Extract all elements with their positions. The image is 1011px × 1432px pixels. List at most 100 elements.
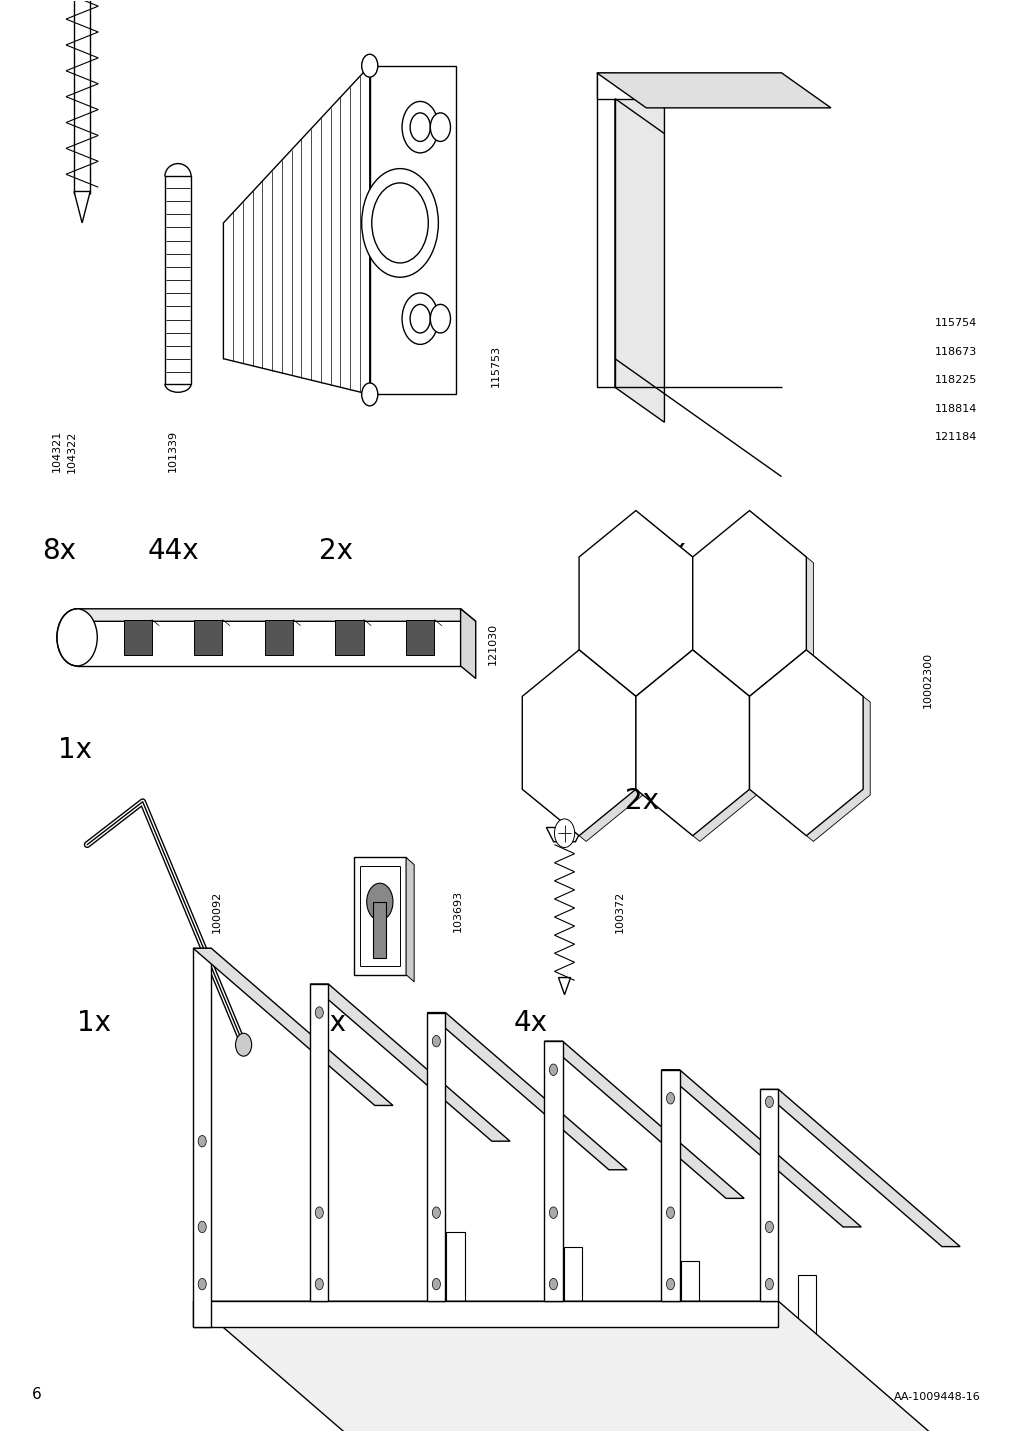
Polygon shape xyxy=(77,609,460,666)
Text: 103693: 103693 xyxy=(452,891,462,932)
Polygon shape xyxy=(585,517,699,702)
Polygon shape xyxy=(642,656,756,842)
Polygon shape xyxy=(427,1012,445,1302)
Text: 104321: 104321 xyxy=(52,430,62,473)
Text: 118814: 118814 xyxy=(934,404,977,414)
Text: 100372: 100372 xyxy=(615,891,625,932)
Polygon shape xyxy=(635,650,749,836)
Text: 118225: 118225 xyxy=(934,375,977,385)
Circle shape xyxy=(361,382,377,405)
Circle shape xyxy=(549,1207,557,1219)
Polygon shape xyxy=(544,1041,562,1302)
Circle shape xyxy=(666,1279,674,1290)
Polygon shape xyxy=(193,948,392,1106)
Circle shape xyxy=(430,113,450,142)
Text: AA-1009448-16: AA-1009448-16 xyxy=(893,1392,980,1402)
Polygon shape xyxy=(749,650,862,836)
Polygon shape xyxy=(193,1302,777,1327)
Circle shape xyxy=(361,54,377,77)
Circle shape xyxy=(409,305,430,334)
Circle shape xyxy=(401,102,438,153)
Text: 2x: 2x xyxy=(625,788,658,815)
Circle shape xyxy=(432,1207,440,1219)
Circle shape xyxy=(401,294,438,345)
Circle shape xyxy=(198,1221,206,1233)
Polygon shape xyxy=(578,511,692,696)
Circle shape xyxy=(409,113,430,142)
Circle shape xyxy=(315,1279,323,1290)
Polygon shape xyxy=(194,620,222,656)
Polygon shape xyxy=(77,609,475,621)
Polygon shape xyxy=(405,858,413,982)
Text: 2x: 2x xyxy=(312,1010,346,1037)
Polygon shape xyxy=(529,656,642,842)
Circle shape xyxy=(198,1279,206,1290)
Polygon shape xyxy=(123,620,152,656)
Polygon shape xyxy=(759,1090,777,1302)
Polygon shape xyxy=(193,948,211,1327)
Circle shape xyxy=(764,1095,772,1107)
Circle shape xyxy=(57,609,97,666)
Circle shape xyxy=(554,819,574,848)
Text: 100092: 100092 xyxy=(211,891,221,932)
Circle shape xyxy=(764,1279,772,1290)
Text: 2x: 2x xyxy=(652,537,685,566)
Polygon shape xyxy=(460,609,475,679)
Polygon shape xyxy=(405,620,434,656)
Text: 118673: 118673 xyxy=(934,347,977,357)
Polygon shape xyxy=(353,858,405,975)
Text: 1x: 1x xyxy=(58,736,92,765)
Polygon shape xyxy=(544,1041,743,1199)
Circle shape xyxy=(315,1207,323,1219)
Polygon shape xyxy=(522,650,635,836)
Polygon shape xyxy=(615,73,664,422)
Circle shape xyxy=(549,1279,557,1290)
Text: 10002300: 10002300 xyxy=(922,652,932,707)
Text: 2x: 2x xyxy=(319,537,353,566)
Circle shape xyxy=(549,1064,557,1075)
Text: 8x: 8x xyxy=(41,537,76,566)
Polygon shape xyxy=(661,1070,860,1227)
Polygon shape xyxy=(446,1233,464,1419)
Text: 4x: 4x xyxy=(514,1010,548,1037)
Polygon shape xyxy=(310,984,510,1141)
Text: 101339: 101339 xyxy=(168,430,178,473)
Polygon shape xyxy=(335,620,363,656)
Polygon shape xyxy=(165,176,191,384)
Polygon shape xyxy=(797,1274,815,1419)
Circle shape xyxy=(764,1221,772,1233)
Polygon shape xyxy=(193,1302,959,1432)
Polygon shape xyxy=(265,620,293,656)
Circle shape xyxy=(666,1207,674,1219)
Polygon shape xyxy=(546,828,582,842)
Polygon shape xyxy=(563,1247,581,1419)
Circle shape xyxy=(432,1279,440,1290)
Polygon shape xyxy=(369,66,455,394)
Polygon shape xyxy=(558,978,570,995)
Circle shape xyxy=(366,884,392,921)
Text: 115753: 115753 xyxy=(490,345,500,387)
Circle shape xyxy=(432,1035,440,1047)
Polygon shape xyxy=(373,902,386,958)
Polygon shape xyxy=(310,984,328,1302)
Polygon shape xyxy=(756,656,869,842)
Text: 115754: 115754 xyxy=(934,318,977,328)
Polygon shape xyxy=(692,511,806,696)
Polygon shape xyxy=(427,1012,627,1170)
Polygon shape xyxy=(596,73,780,99)
Circle shape xyxy=(236,1034,252,1057)
Polygon shape xyxy=(223,66,369,394)
Text: 104322: 104322 xyxy=(67,430,77,473)
Polygon shape xyxy=(596,73,830,107)
Text: 121184: 121184 xyxy=(934,432,977,442)
Text: 44x: 44x xyxy=(148,537,199,566)
Text: 6: 6 xyxy=(31,1388,41,1402)
Polygon shape xyxy=(699,517,813,702)
Circle shape xyxy=(371,183,428,263)
Polygon shape xyxy=(74,192,90,223)
Text: 121030: 121030 xyxy=(487,623,497,666)
Circle shape xyxy=(666,1093,674,1104)
Polygon shape xyxy=(596,73,615,387)
Circle shape xyxy=(430,305,450,334)
Polygon shape xyxy=(759,1090,959,1247)
